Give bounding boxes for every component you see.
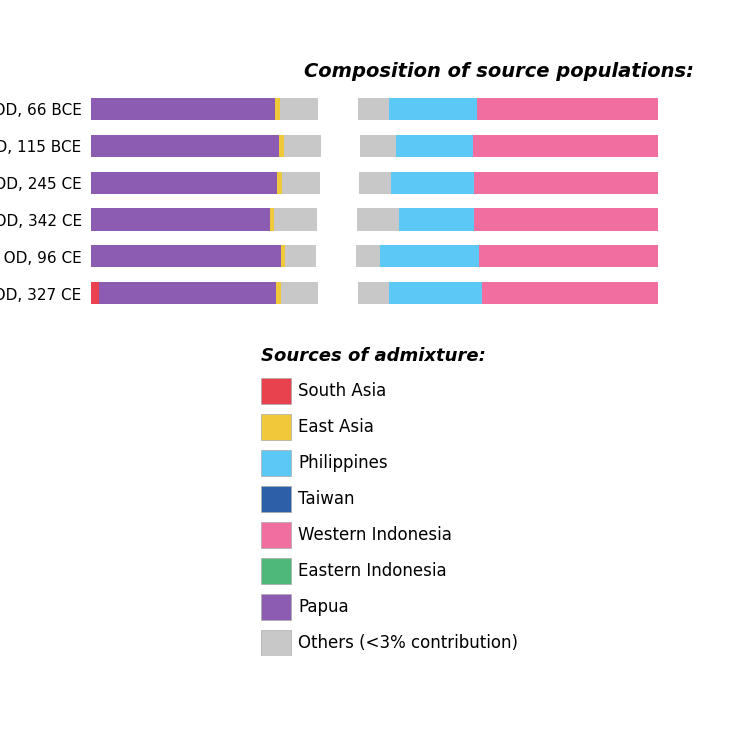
Bar: [91, 98, 276, 120]
FancyBboxPatch shape: [262, 450, 291, 476]
Text: South Asia: South Asia: [298, 382, 387, 400]
Text: Taiwan: Taiwan: [298, 490, 355, 508]
Title: Composition of source populations:: Composition of source populations:: [304, 63, 694, 81]
Bar: [399, 209, 474, 231]
Bar: [357, 282, 389, 304]
Bar: [479, 245, 658, 268]
Bar: [389, 98, 477, 120]
Text: Western Indonesia: Western Indonesia: [298, 526, 452, 544]
Bar: [91, 245, 281, 268]
Text: Philippines: Philippines: [298, 454, 387, 472]
Bar: [284, 135, 321, 157]
Bar: [91, 209, 270, 231]
Bar: [390, 172, 474, 194]
Text: Eastern Indonesia: Eastern Indonesia: [298, 562, 447, 580]
Bar: [91, 282, 99, 304]
FancyBboxPatch shape: [262, 558, 291, 584]
Bar: [474, 209, 658, 231]
Bar: [279, 135, 284, 157]
Text: Others (<3% contribution): Others (<3% contribution): [298, 634, 518, 652]
Bar: [356, 245, 379, 268]
FancyBboxPatch shape: [262, 629, 291, 656]
Bar: [274, 209, 317, 231]
Bar: [473, 135, 658, 157]
FancyBboxPatch shape: [262, 414, 291, 440]
Bar: [477, 98, 658, 120]
Bar: [91, 172, 277, 194]
Bar: [482, 282, 658, 304]
Bar: [389, 282, 482, 304]
Bar: [276, 282, 281, 304]
Bar: [379, 245, 479, 268]
Bar: [474, 172, 658, 194]
Bar: [277, 172, 281, 194]
Bar: [281, 282, 318, 304]
Bar: [360, 135, 396, 157]
FancyBboxPatch shape: [262, 522, 291, 548]
Text: East Asia: East Asia: [298, 418, 374, 436]
Bar: [91, 135, 279, 157]
Bar: [281, 245, 285, 268]
FancyBboxPatch shape: [262, 594, 291, 620]
Bar: [276, 98, 280, 120]
Bar: [357, 98, 389, 120]
Bar: [99, 282, 276, 304]
Bar: [357, 209, 399, 231]
Bar: [285, 245, 317, 268]
Bar: [281, 172, 319, 194]
FancyBboxPatch shape: [262, 486, 291, 512]
FancyBboxPatch shape: [262, 378, 291, 404]
Bar: [396, 135, 473, 157]
Bar: [280, 98, 318, 120]
Text: Papua: Papua: [298, 598, 349, 615]
Bar: [270, 209, 274, 231]
Bar: [360, 172, 390, 194]
Text: Sources of admixture:: Sources of admixture:: [262, 347, 486, 365]
